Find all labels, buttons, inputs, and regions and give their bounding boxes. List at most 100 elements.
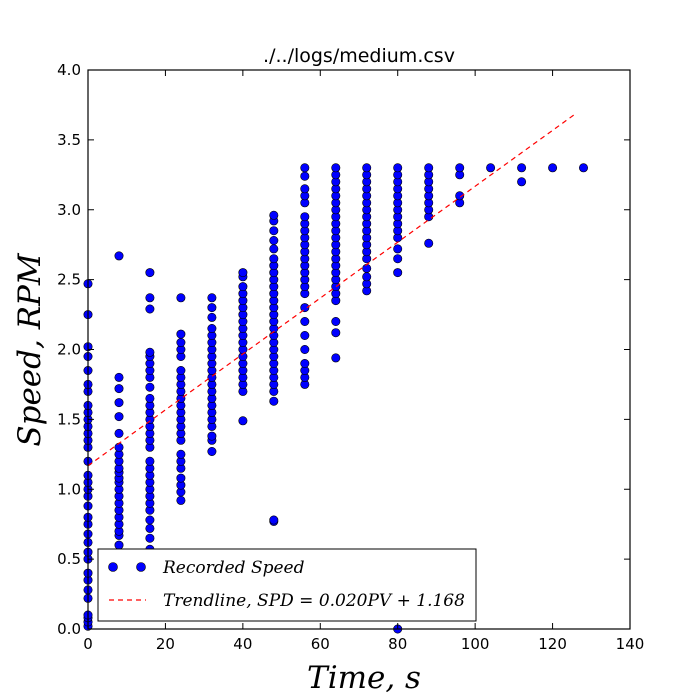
y-axis: 0.0 0.5 1.0 1.5 2.0 2.5 3.0 3.5 4.0: [57, 61, 630, 638]
data-point: [176, 293, 186, 303]
data-point: [176, 365, 186, 375]
data-point: [455, 163, 465, 173]
data-point: [176, 337, 186, 347]
y-tick-label: 1.5: [57, 410, 81, 428]
data-point: [238, 268, 248, 278]
data-point: [145, 533, 155, 543]
y-axis-label: Speed, RPM: [12, 252, 48, 447]
data-point: [269, 236, 279, 246]
legend-marker-circle: [136, 562, 146, 572]
data-point: [114, 442, 124, 452]
data-point: [114, 540, 124, 550]
data-point: [207, 446, 217, 456]
data-point: [145, 393, 155, 403]
x-tick-label: 40: [233, 635, 252, 653]
y-tick-label: 1.0: [57, 480, 81, 498]
data-point: [331, 163, 341, 173]
x-axis-label: Time, s: [307, 660, 421, 696]
data-point: [145, 347, 155, 357]
data-point: [300, 212, 310, 222]
data-point: [114, 412, 124, 422]
legend-box: [97, 548, 477, 622]
data-point: [114, 372, 124, 382]
data-point: [300, 316, 310, 326]
x-axis: 0 20 40 60 80 100 120 140: [83, 70, 644, 653]
x-tick-label: 100: [461, 635, 490, 653]
data-point: [393, 268, 403, 278]
data-point: [238, 416, 248, 426]
data-point: [424, 238, 434, 248]
chart-title: ./../logs/medium.csv: [263, 45, 455, 67]
scatter-points: [83, 163, 588, 634]
data-point: [300, 184, 310, 194]
data-point: [300, 358, 310, 368]
data-point: [486, 163, 496, 173]
data-point: [145, 293, 155, 303]
data-point: [114, 384, 124, 394]
data-point: [300, 163, 310, 173]
data-point: [300, 171, 310, 181]
data-point: [207, 303, 217, 313]
y-tick-label: 4.0: [57, 61, 81, 79]
x-tick-label: 140: [616, 635, 645, 653]
data-point: [362, 272, 372, 282]
data-point: [269, 226, 279, 236]
x-tick-label: 120: [538, 635, 567, 653]
data-point: [114, 428, 124, 438]
data-point: [300, 344, 310, 354]
data-point: [145, 304, 155, 314]
data-point: [114, 251, 124, 261]
data-point: [238, 282, 248, 292]
data-point: [207, 431, 217, 441]
y-tick-label: 2.5: [57, 271, 81, 289]
data-point: [269, 210, 279, 220]
data-point: [455, 191, 465, 201]
data-point: [176, 329, 186, 339]
data-point: [176, 495, 186, 505]
data-point: [145, 268, 155, 278]
y-tick-label: 3.0: [57, 201, 81, 219]
data-point: [517, 177, 527, 187]
data-point: [269, 254, 279, 264]
data-point: [176, 473, 186, 483]
x-tick-label: 60: [311, 635, 330, 653]
data-point: [145, 456, 155, 466]
data-point: [362, 263, 372, 273]
data-point: [300, 330, 310, 340]
data-point: [548, 163, 558, 173]
legend-label-recorded: Recorded Speed: [162, 558, 305, 578]
x-tick-label: 80: [388, 635, 407, 653]
data-point: [145, 515, 155, 525]
y-tick-label: 2.0: [57, 341, 81, 359]
legend-marker-circle: [108, 562, 118, 572]
y-tick-label: 0.5: [57, 550, 81, 568]
data-point: [393, 254, 403, 264]
data-point: [300, 303, 310, 313]
data-point: [145, 382, 155, 392]
data-point: [517, 163, 527, 173]
trendline-layer: [87, 113, 577, 467]
data-point: [331, 328, 341, 338]
data-point: [331, 353, 341, 363]
data-point: [269, 515, 279, 525]
data-point: [145, 523, 155, 533]
y-tick-label: 0.0: [57, 620, 81, 638]
data-point: [362, 163, 372, 173]
data-point: [207, 323, 217, 333]
plot-frame: [87, 69, 631, 630]
x-tick-label: 20: [156, 635, 175, 653]
trendline: [87, 113, 577, 467]
data-point: [578, 163, 588, 173]
data-point: [393, 163, 403, 173]
data-point: [176, 449, 186, 459]
legend-label-trendline: Trendline, SPD = 0.020PV + 1.168: [163, 591, 465, 611]
data-point: [331, 316, 341, 326]
data-point: [207, 293, 217, 303]
x-tick-label: 0: [83, 635, 93, 653]
data-point: [269, 396, 279, 406]
legend: Recorded Speed Trendline, SPD = 0.020PV …: [97, 548, 477, 622]
data-point: [114, 398, 124, 408]
data-point: [393, 244, 403, 254]
y-tick-label: 3.5: [57, 131, 81, 149]
